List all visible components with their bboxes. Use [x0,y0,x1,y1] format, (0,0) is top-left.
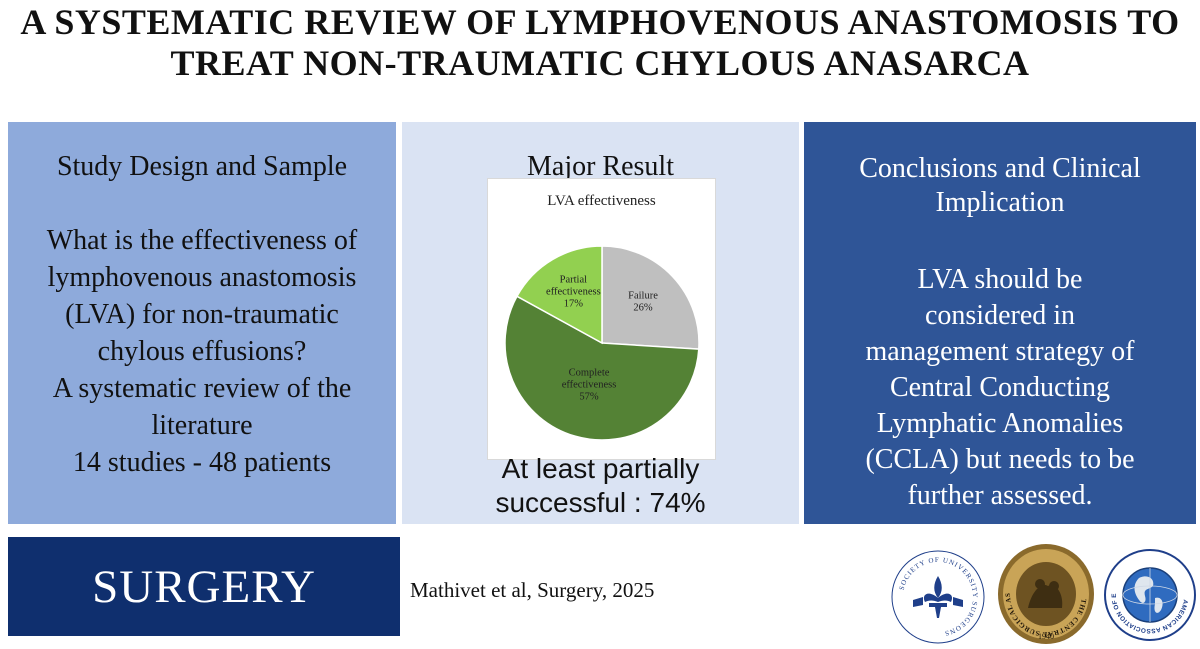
study-line: A systematic review of the [52,373,352,404]
chart-title: LVA effectiveness [547,193,656,209]
study-design-panel: Study Design and Sample What is the effe… [8,122,396,524]
pie-label-complete: Complete effectiveness 57% [562,368,617,403]
infographic-title: A SYSTEMATIC REVIEW OF LYMPHOVENOUS ANAS… [0,0,1200,84]
study-design-body: What is the effectiveness of lymphovenou… [8,222,396,481]
conclusion-line: LVA should be [917,264,1083,295]
summary-line: At least partially [501,453,700,484]
study-line: literature [151,410,253,441]
conclusion-line: further assessed. [907,480,1093,511]
conclusions-body: LVA should be considered in management s… [804,262,1196,514]
major-result-panel: Major Result LVA effectiveness Failure 26… [402,122,799,524]
study-design-heading: Study Design and Sample [56,151,348,182]
conclusions-heading: Conclusions and Clinical Implication [804,152,1196,220]
major-result-summary: At least partially successful : 74% [402,452,799,520]
pie-slice-partial [515,245,603,345]
journal-name: SURGERY [92,560,316,613]
major-result-heading: Major Result [527,151,674,182]
conclusion-line: considered in [924,300,1076,331]
conclusions-heading-line: Conclusions and Clinical [859,153,1141,184]
title-line-1: A SYSTEMATIC REVIEW OF LYMPHOVENOUS ANAS… [20,2,1180,42]
conclusions-panel: Conclusions and Clinical Implication LVA… [804,122,1196,524]
conclusions-heading-line: Implication [935,187,1065,218]
summary-line: successful : 74% [495,487,706,518]
pie-label-failure: Failure 26% [628,290,658,313]
pie-chart-box: LVA effectiveness Failure 26% Complete effe… [487,178,716,460]
central-surgical-association-logo: THE CENTRAL SURGICAL ASSOCIATION 1940 [996,542,1094,644]
pie-chart: Failure 26% Complete effectiveness 57% Partia… [504,245,700,441]
pie-slice-complete [504,295,700,441]
journal-banner: SURGERY [8,537,400,636]
title-line-2: TREAT NON-TRAUMATIC CHYLOUS ANASARCA [170,43,1030,83]
pie-label-partial: Partial effectiveness 17% [546,275,601,310]
csa-logo-year: 1940 [1038,632,1054,641]
citation: Mathivet et al, Surgery, 2025 [410,578,655,602]
society-university-surgeons-logo: SOCIETY OF UNIVERSITY SURGEONS [891,550,985,644]
study-line: 14 studies - 48 patients [72,447,332,478]
study-line: What is the effectiveness of [46,225,358,256]
conclusion-line: management strategy of [865,336,1135,367]
study-line: chylous effusions? [97,336,307,367]
study-line: lymphovenous anastomosis [47,262,357,293]
study-line: (LVA) for non-traumatic [65,299,339,330]
conclusion-line: (CCLA) but needs to be [865,444,1135,475]
conclusion-line: Central Conducting [889,372,1111,403]
pie-slice-failure [601,245,700,350]
conclusion-line: Lymphatic Anomalies [876,408,1124,439]
aaes-logo: AMERICAN ASSOCIATION OF ENDOCRINE SURGEO… [1103,548,1196,641]
